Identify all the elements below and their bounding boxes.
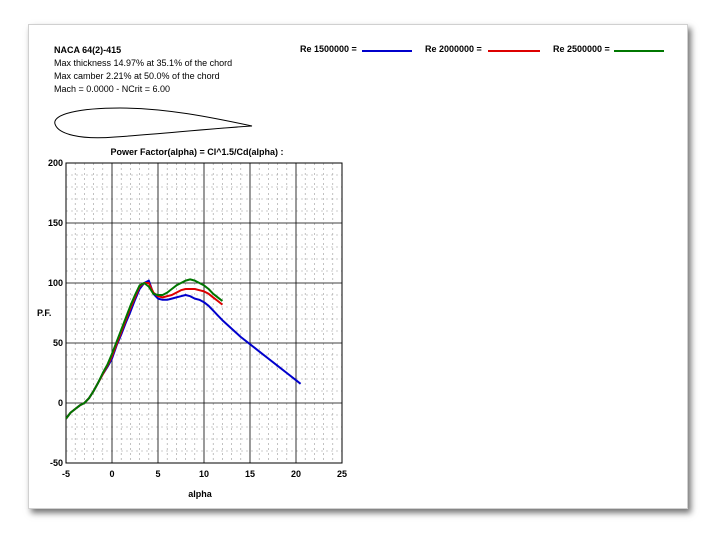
x-axis-label: alpha: [188, 489, 213, 499]
y-tick-label: 100: [48, 278, 63, 288]
y-axis-label: P.F.: [37, 308, 51, 318]
x-tick-label: 25: [337, 469, 347, 479]
legend-label-re1500000: Re 1500000 =: [300, 44, 357, 54]
series-lines: [65, 278, 302, 420]
y-tick-label: -50: [50, 458, 63, 468]
x-tick-label: 15: [245, 469, 255, 479]
x-tick-label: 20: [291, 469, 301, 479]
plot-frame: [65, 162, 343, 464]
airfoil-thickness: Max thickness 14.97% at 35.1% of the cho…: [54, 58, 233, 68]
x-tick-label: 0: [109, 469, 114, 479]
y-tick-label: 200: [48, 158, 63, 168]
airfoil-mach: Mach = 0.0000 - NCrit = 6.00: [54, 84, 171, 94]
x-tick-label: -5: [62, 469, 70, 479]
y-axis-ticks: 200 150 100 50 0 -50: [48, 158, 63, 468]
chart-sheet: [28, 24, 688, 509]
legend-line-re1500000: [362, 50, 412, 52]
legend-label-re2000000: Re 2000000 =: [425, 44, 482, 54]
x-tick-label: 10: [199, 469, 209, 479]
legend-label-re2500000: Re 2500000 =: [553, 44, 610, 54]
legend-line-re2000000: [488, 50, 540, 52]
y-tick-label: 150: [48, 218, 63, 228]
chart-title: Power Factor(alpha) = Cl^1.5/Cd(alpha) :: [110, 147, 283, 157]
airfoil-camber: Max camber 2.21% at 50.0% of the chord: [54, 71, 220, 81]
y-tick-label: 0: [58, 398, 63, 408]
series-line-0: [65, 279, 302, 420]
airfoil-shape: [54, 107, 253, 139]
major-grid: [66, 163, 342, 463]
x-axis-ticks: -5 0 5 10 15 20 25: [62, 469, 347, 479]
airfoil-name: NACA 64(2)-415: [54, 45, 122, 55]
series-line-2: [65, 278, 224, 420]
x-tick-label: 5: [155, 469, 160, 479]
y-tick-label: 50: [53, 338, 63, 348]
legend-line-re2500000: [614, 50, 664, 52]
